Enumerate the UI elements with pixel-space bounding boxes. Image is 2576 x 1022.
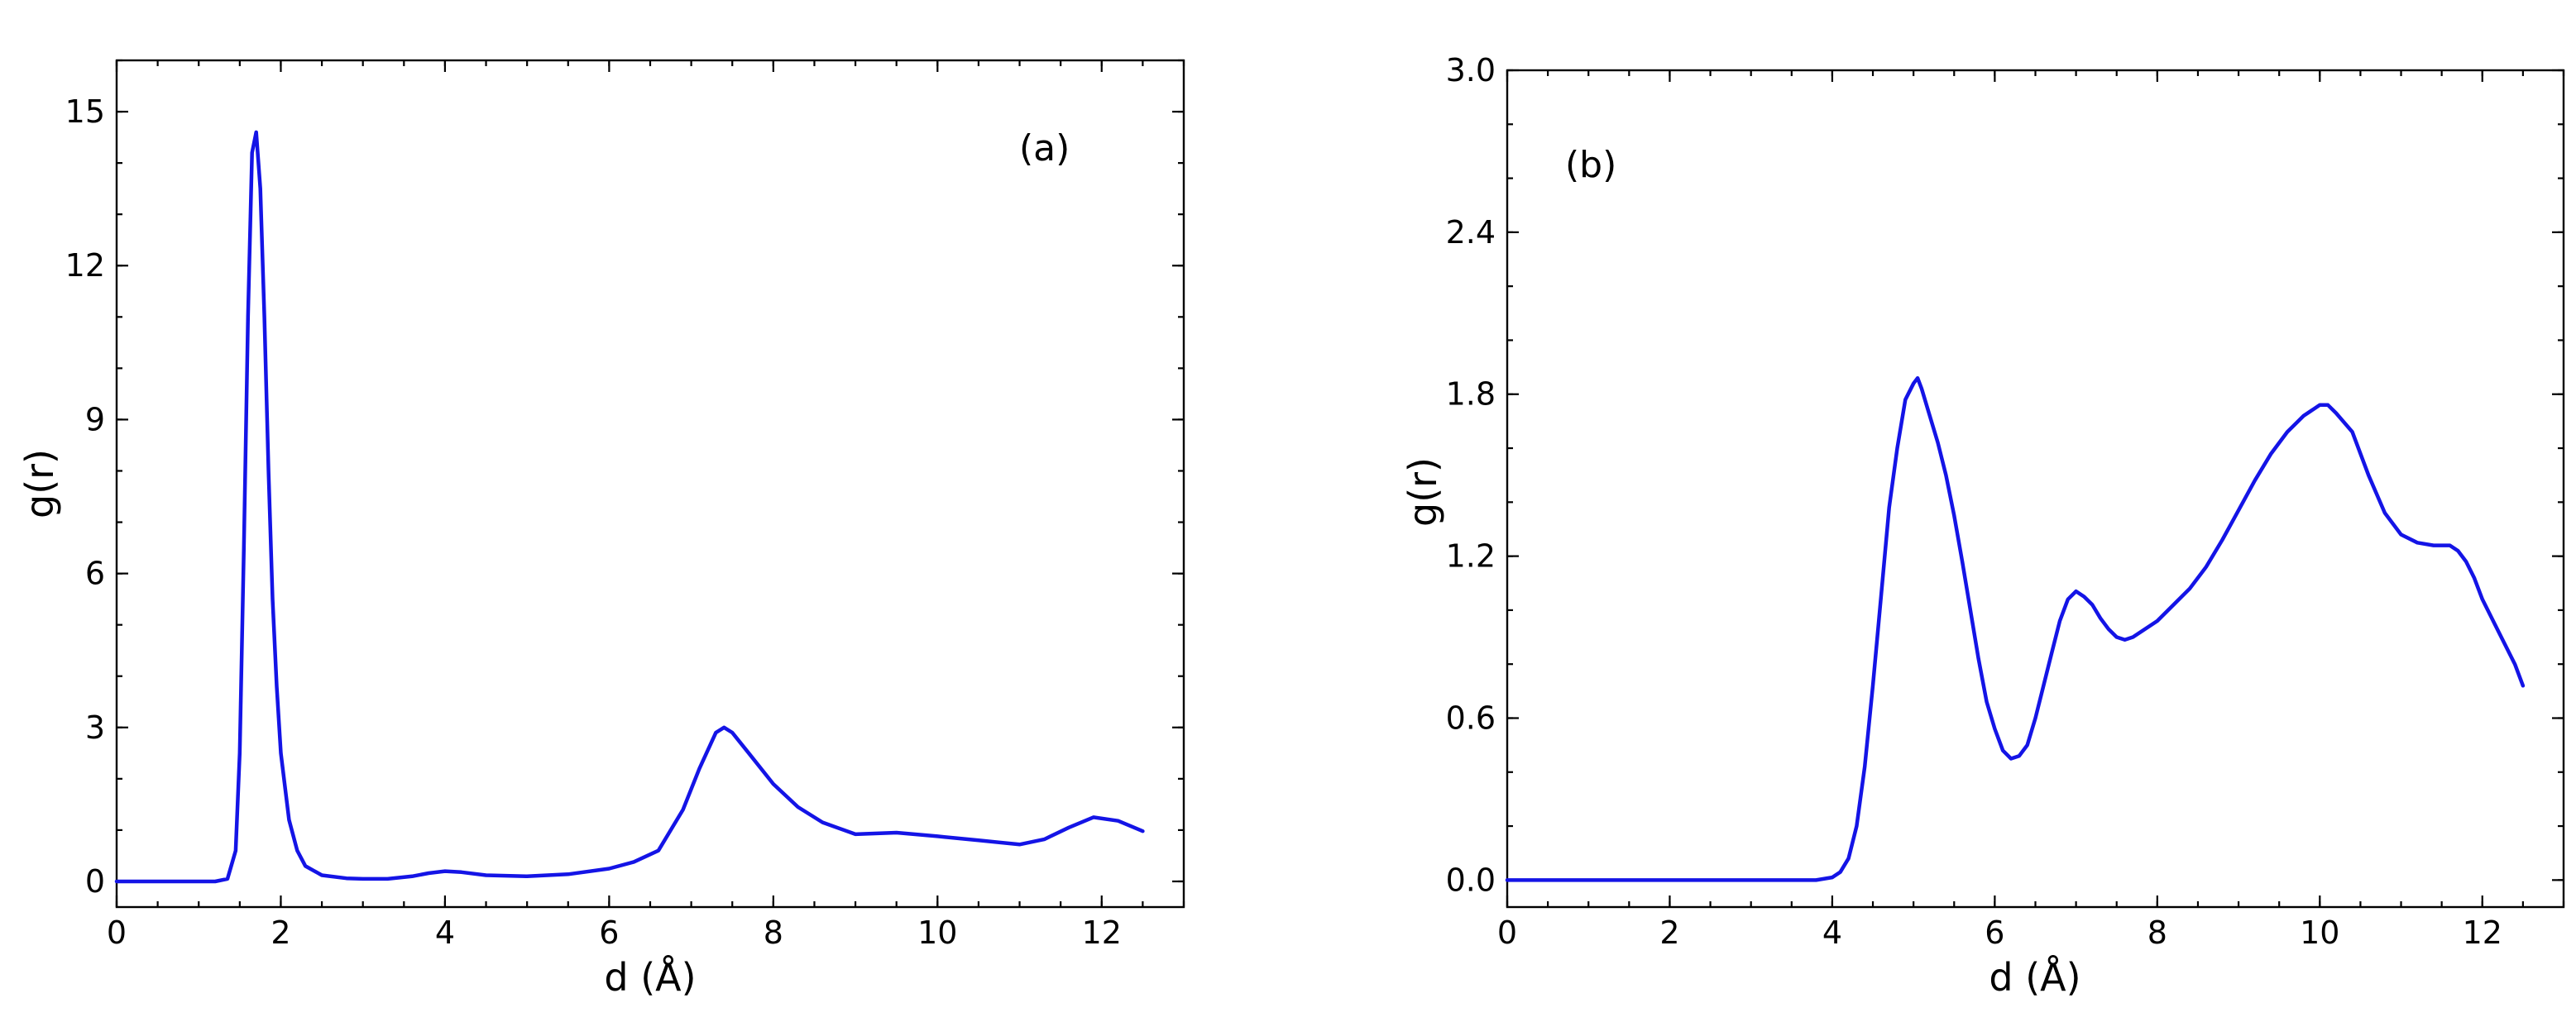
x-tick-label: 4 bbox=[435, 915, 455, 951]
x-tick-label: 6 bbox=[1985, 915, 2004, 951]
y-axis-label-a: g(r) bbox=[17, 449, 62, 518]
panel-a: 0 2 4 6 8 10 12 0 3 6 9 12 15 (a) d (Å) g(r) bbox=[17, 59, 1185, 1000]
x-axis-label-a: d (Å) bbox=[604, 955, 696, 1000]
y-tick-label: 1.2 bbox=[1446, 538, 1496, 575]
x-tick-label: 8 bbox=[764, 915, 783, 951]
y-tick-label: 0.0 bbox=[1446, 862, 1496, 898]
major-ticks-b bbox=[1506, 69, 2564, 907]
x-axis-label-b: d (Å) bbox=[1989, 955, 2080, 1000]
series-line-b bbox=[1505, 375, 2526, 882]
x-tick-label: 2 bbox=[1659, 915, 1679, 951]
x-tick-label: 10 bbox=[917, 915, 957, 951]
panel-label-b: (b) bbox=[1565, 144, 1616, 186]
y-tick-label: 3.0 bbox=[1446, 52, 1496, 88]
series-line-a bbox=[114, 130, 1145, 884]
y-tick-label: 6 bbox=[85, 556, 105, 592]
x-tick-label: 12 bbox=[1082, 915, 1122, 951]
y-tick-label: 12 bbox=[65, 247, 105, 284]
y-tick-label: 1.8 bbox=[1446, 376, 1496, 413]
y-tick-label: 0.6 bbox=[1446, 700, 1496, 736]
tick-labels-b: 0 2 4 6 8 10 12 0.0 0.6 1.2 1.8 2.4 3.0 bbox=[1446, 52, 2502, 951]
panel-b: 0 2 4 6 8 10 12 0.0 0.6 1.2 1.8 2.4 3.0 (b) d (Å) g(… bbox=[1401, 52, 2565, 1000]
x-tick-label: 12 bbox=[2463, 915, 2502, 951]
y-tick-label: 9 bbox=[85, 401, 105, 437]
tick-labels-a: 0 2 4 6 8 10 12 0 3 6 9 12 15 bbox=[65, 93, 1122, 951]
major-ticks-a bbox=[115, 60, 1184, 907]
y-tick-label: 3 bbox=[85, 709, 105, 746]
x-tick-label: 8 bbox=[2147, 915, 2167, 951]
y-tick-label: 15 bbox=[65, 93, 105, 130]
y-tick-label: 2.4 bbox=[1446, 214, 1496, 251]
x-tick-label: 6 bbox=[599, 915, 619, 951]
y-tick-label: 0 bbox=[85, 863, 105, 900]
x-tick-label: 2 bbox=[271, 915, 290, 951]
x-tick-label: 10 bbox=[2300, 915, 2339, 951]
panel-label-a: (a) bbox=[1019, 127, 1070, 170]
x-tick-label: 0 bbox=[107, 915, 127, 951]
y-axis-label-b: g(r) bbox=[1401, 457, 1445, 527]
x-tick-label: 0 bbox=[1497, 915, 1517, 951]
x-tick-label: 4 bbox=[1822, 915, 1842, 951]
